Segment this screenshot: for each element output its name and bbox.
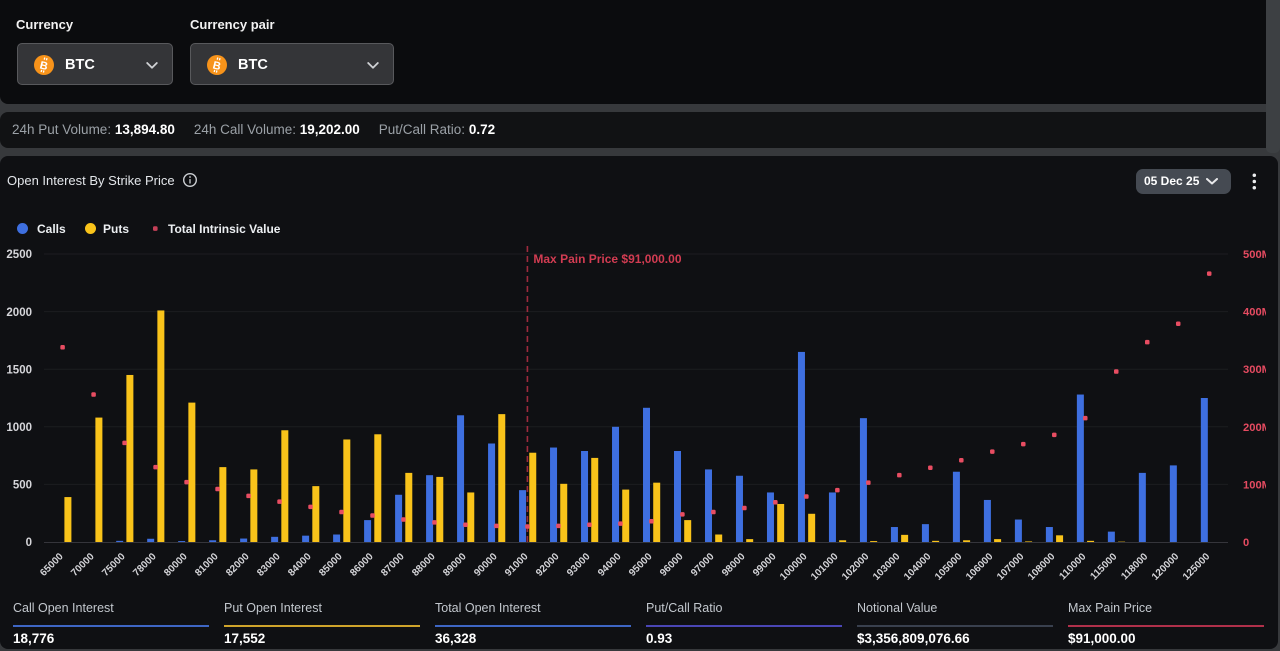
svg-text:0: 0 xyxy=(1243,537,1249,549)
svg-text:B: B xyxy=(211,60,222,74)
svg-text:107000: 107000 xyxy=(995,551,1027,583)
svg-text:108000: 108000 xyxy=(1026,551,1058,583)
svg-text:78000: 78000 xyxy=(131,551,159,579)
svg-text:110000: 110000 xyxy=(1057,551,1088,582)
svg-text:83000: 83000 xyxy=(255,551,283,579)
svg-text:96000: 96000 xyxy=(658,551,686,579)
svg-text:2500: 2500 xyxy=(6,249,32,261)
svg-text:100000: 100000 xyxy=(778,551,810,583)
svg-text:86000: 86000 xyxy=(348,551,376,579)
svg-text:81000: 81000 xyxy=(193,551,221,579)
svg-text:84000: 84000 xyxy=(286,551,314,579)
svg-text:500: 500 xyxy=(13,480,32,492)
svg-text:115000: 115000 xyxy=(1088,551,1119,582)
svg-text:82000: 82000 xyxy=(224,551,252,579)
svg-text:0: 0 xyxy=(26,537,32,549)
svg-text:106000: 106000 xyxy=(964,551,996,583)
svg-text:65000: 65000 xyxy=(38,551,66,579)
svg-text:80000: 80000 xyxy=(162,551,190,579)
svg-text:75000: 75000 xyxy=(100,551,128,579)
svg-text:105000: 105000 xyxy=(933,551,965,583)
svg-text:120000: 120000 xyxy=(1150,551,1182,583)
svg-text:103000: 103000 xyxy=(871,551,903,583)
svg-text:400M: 400M xyxy=(1243,307,1266,319)
svg-text:90000: 90000 xyxy=(472,551,500,579)
svg-text:1500: 1500 xyxy=(6,364,32,376)
svg-text:104000: 104000 xyxy=(902,551,934,583)
svg-text:95000: 95000 xyxy=(627,551,655,579)
svg-text:70000: 70000 xyxy=(69,551,97,579)
svg-text:100M: 100M xyxy=(1243,479,1266,491)
svg-text:125000: 125000 xyxy=(1181,551,1213,583)
svg-text:102000: 102000 xyxy=(840,551,872,583)
svg-text:Max Pain Price $91,000.00: Max Pain Price $91,000.00 xyxy=(533,252,681,266)
svg-text:B: B xyxy=(38,60,49,74)
svg-text:85000: 85000 xyxy=(317,551,345,579)
svg-text:92000: 92000 xyxy=(534,551,562,579)
svg-text:94000: 94000 xyxy=(596,551,624,579)
svg-text:2000: 2000 xyxy=(6,307,32,319)
svg-text:87000: 87000 xyxy=(379,551,407,579)
svg-text:88000: 88000 xyxy=(410,551,438,579)
svg-text:93000: 93000 xyxy=(565,551,593,579)
svg-text:1000: 1000 xyxy=(6,422,32,434)
svg-text:300M: 300M xyxy=(1243,364,1266,376)
svg-text:99000: 99000 xyxy=(751,551,779,579)
svg-text:101000: 101000 xyxy=(809,551,841,583)
svg-text:97000: 97000 xyxy=(689,551,717,579)
svg-text:91000: 91000 xyxy=(503,551,531,579)
svg-text:118000: 118000 xyxy=(1119,551,1150,582)
svg-text:98000: 98000 xyxy=(720,551,748,579)
svg-text:89000: 89000 xyxy=(441,551,469,579)
svg-text:200M: 200M xyxy=(1243,422,1266,434)
